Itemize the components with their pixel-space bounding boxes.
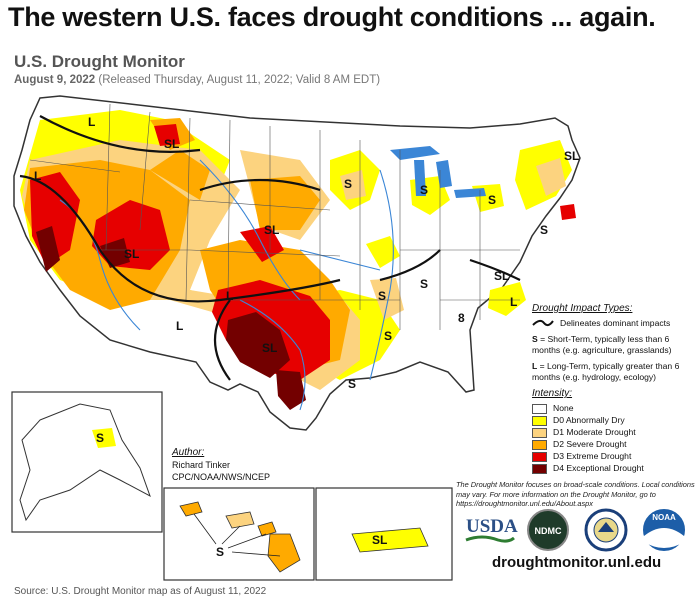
intensity-header: Intensity:	[532, 388, 573, 399]
map-label: S	[488, 193, 496, 207]
map-label: L	[88, 115, 95, 129]
website-url[interactable]: droughtmonitor.unl.edu	[492, 554, 662, 571]
map-label: SL	[264, 223, 279, 237]
map-label: 8	[458, 311, 465, 325]
map-label: SL	[164, 137, 179, 151]
hawaii-pointer-lines	[193, 513, 281, 557]
usda-logo: USDA	[465, 516, 518, 543]
map-label: S	[344, 177, 352, 191]
puerto-rico-shape	[351, 527, 429, 553]
author-name: Richard Tinker	[172, 460, 231, 470]
map-date: August 9, 2022 (Released Thursday, Augus…	[14, 74, 380, 86]
legend-item-d4: D4 Exceptional Drought	[532, 463, 697, 474]
map-label: S	[378, 289, 386, 303]
map-label: SL	[262, 341, 277, 355]
map-label: S	[384, 329, 392, 343]
hawaii-islands	[179, 501, 301, 573]
legend-item-d3: D3 Extreme Drought	[532, 451, 697, 462]
headline: The western U.S. faces drought condition…	[8, 2, 656, 32]
map-label: S	[216, 545, 224, 559]
great-lakes	[390, 146, 486, 198]
legend-item-d2: D2 Severe Drought	[532, 439, 697, 450]
legend-swatch	[532, 403, 547, 414]
legend-swatch	[532, 451, 547, 462]
map-label: S	[420, 183, 428, 197]
map-date-bold: August 9, 2022	[14, 74, 96, 86]
author-org: CPC/NOAA/NWS/NCEP	[172, 472, 271, 482]
legend-swatch	[532, 463, 547, 474]
alaska-shape	[19, 403, 151, 522]
map-label: S	[540, 223, 548, 237]
alaska-d0	[92, 428, 116, 448]
svg-text:USDA: USDA	[466, 516, 518, 537]
impact-line-icon	[532, 319, 554, 327]
map-label: SL	[494, 269, 509, 283]
impact-line-label: Delineates dominant impacts	[560, 318, 671, 328]
map-label: SL	[124, 247, 139, 261]
legend-item-none: None	[532, 403, 697, 414]
ndmc-logo: NDMC	[527, 509, 569, 551]
legend: Drought Impact Types: Delineates dominan…	[532, 303, 697, 475]
drought-map: L SL L SL SL L SL S S S S S SL SL S L S …	[11, 95, 581, 581]
map-label: S	[420, 277, 428, 291]
map-label: SL	[372, 533, 387, 547]
author-label: Author:	[172, 447, 205, 458]
commerce-seal	[584, 508, 628, 552]
source-note: Source: U.S. Drought Monitor map as of A…	[14, 586, 267, 597]
impact-line-key: Delineates dominant impacts	[532, 318, 697, 328]
svg-text:NOAA: NOAA	[652, 513, 676, 522]
legend-item-d0: D0 Abnormally Dry	[532, 415, 697, 426]
rivers	[59, 159, 394, 411]
map-label: L	[34, 169, 41, 183]
map-label: SL	[564, 149, 579, 163]
map-label: L	[510, 295, 517, 309]
legend-swatch	[532, 439, 547, 450]
svg-text:NDMC: NDMC	[535, 526, 562, 536]
map-label: L	[226, 289, 233, 303]
impact-lines	[19, 115, 521, 381]
map-labels: L SL L SL SL L SL S S S S S SL SL S L S …	[34, 115, 579, 559]
author-block: Author: Richard Tinker CPC/NOAA/NWS/NCEP	[172, 447, 270, 483]
map-title: U.S. Drought Monitor	[14, 52, 185, 71]
noaa-logo: NOAA	[641, 507, 687, 553]
impact-types-header: Drought Impact Types:	[532, 303, 633, 314]
puerto-rico-inset	[315, 487, 453, 581]
map-label: S	[348, 377, 356, 391]
legend-swatch	[532, 427, 547, 438]
map-label: S	[96, 431, 104, 445]
legend-swatch	[532, 415, 547, 426]
map-label: L	[176, 319, 183, 333]
d4-regions	[36, 226, 306, 410]
impact-short-term: S = Short-Term, typically less than 6 mo…	[532, 334, 672, 355]
legend-item-d1: D1 Moderate Drought	[532, 427, 697, 438]
hawaii-inset	[163, 487, 315, 581]
impact-long-term: L = Long-Term, typically greater than 6 …	[532, 361, 680, 382]
disclaimer: The Drought Monitor focuses on broad-sca…	[456, 480, 695, 508]
map-date-release: (Released Thursday, August 11, 2022; Val…	[98, 74, 381, 86]
